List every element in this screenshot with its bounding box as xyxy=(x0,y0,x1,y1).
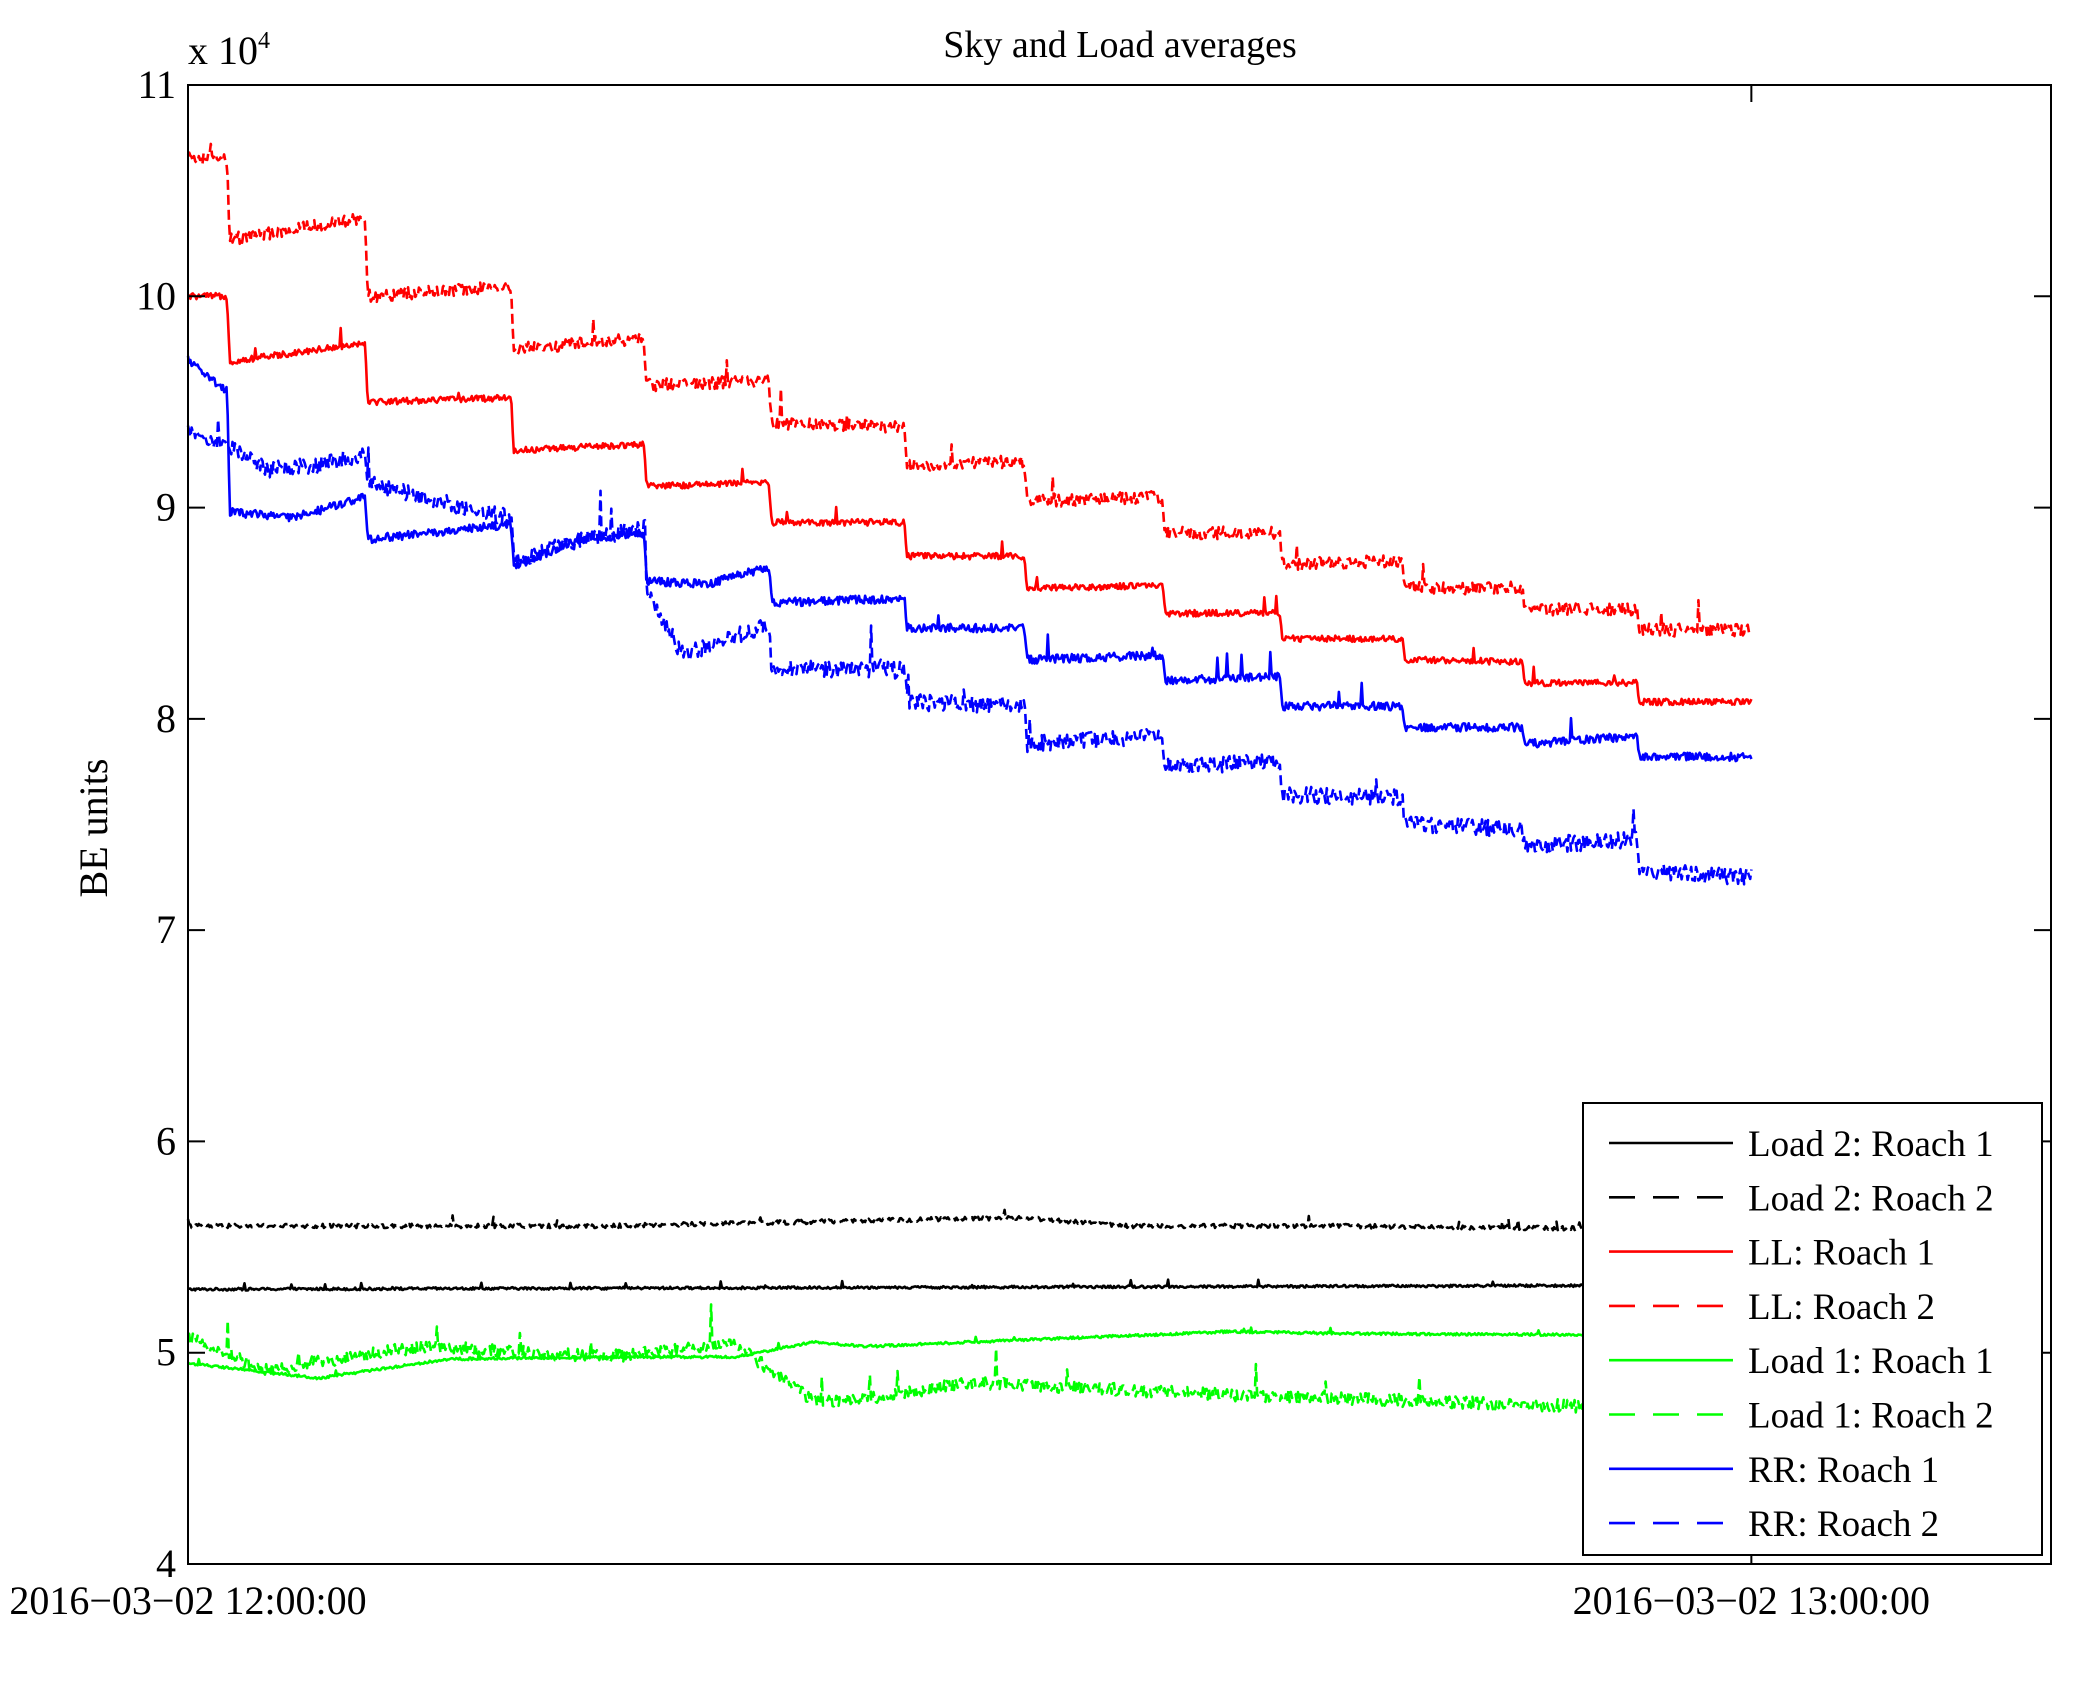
legend: Load 2: Roach 1 Load 2: Roach 2 LL: Roach … xyxy=(1582,1102,2043,1556)
legend-label-load-1-roach-2: Load 1: Roach 2 xyxy=(1748,1396,1994,1437)
legend-label-rr-roach-2: RR: Roach 2 xyxy=(1748,1504,1939,1545)
x-tick-label: 2016−03−02 13:00:00 xyxy=(1573,1578,1930,1623)
y-tick-label: 10 xyxy=(136,273,176,318)
legend-label-load-1-roach-1: Load 1: Roach 1 xyxy=(1748,1341,1994,1382)
series-line-ll-roach-1 xyxy=(187,291,1753,707)
y-multiplier-exponent: 4 xyxy=(258,28,270,54)
series-layer xyxy=(186,142,1753,1419)
y-tick-label: 8 xyxy=(156,696,176,741)
y-tick-label: 7 xyxy=(156,907,176,952)
legend-label-load-2-roach-2: Load 2: Roach 2 xyxy=(1748,1178,1994,1219)
y-tick-label: 4 xyxy=(156,1541,176,1586)
series-line-rr-roach-2 xyxy=(186,417,1753,886)
y-tick-label: 11 xyxy=(137,62,176,107)
y-tick-label: 6 xyxy=(156,1118,176,1163)
x-tick-label: 2016−03−02 12:00:00 xyxy=(9,1578,366,1623)
axes-layer: 4 5 6 7 8 9 10 11 2016−03−02 12:00:00 2016−03−02 … xyxy=(9,62,2052,1623)
chart-title: Sky and Load averages xyxy=(943,24,1297,66)
series-line-load-1-roach-2 xyxy=(187,1303,1753,1419)
series-line-load-2-roach-2 xyxy=(186,1208,1752,1234)
legend-label-rr-roach-1: RR: Roach 1 xyxy=(1748,1450,1939,1491)
series-line-load-2-roach-1 xyxy=(187,1278,1753,1292)
y-tick-label: 5 xyxy=(156,1330,176,1375)
y-multiplier-label: x 104 xyxy=(188,28,270,73)
series-line-rr-roach-1 xyxy=(186,355,1753,763)
y-tick-label: 9 xyxy=(156,485,176,530)
series-line-load-1-roach-1 xyxy=(187,1326,1752,1381)
y-axis-label: BE units xyxy=(71,759,116,898)
legend-label-ll-roach-2: LL: Roach 2 xyxy=(1748,1287,1935,1328)
legend-label-ll-roach-1: LL: Roach 1 xyxy=(1748,1233,1935,1274)
axes-frame xyxy=(187,84,2052,1565)
legend-label-load-2-roach-1: Load 2: Roach 1 xyxy=(1748,1124,1994,1165)
y-multiplier-base: x 10 xyxy=(188,28,258,73)
legend-box xyxy=(1582,1102,2043,1556)
series-line-ll-roach-2 xyxy=(186,142,1753,638)
